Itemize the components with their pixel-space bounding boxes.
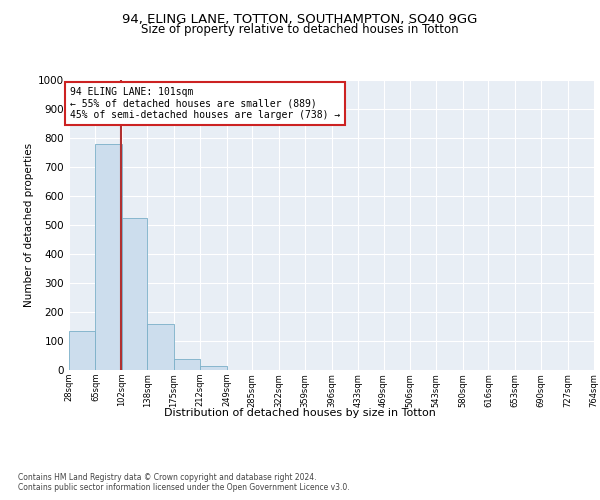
Text: 94, ELING LANE, TOTTON, SOUTHAMPTON, SO40 9GG: 94, ELING LANE, TOTTON, SOUTHAMPTON, SO4… [122, 12, 478, 26]
Bar [122, 218, 148, 370]
Bar [95, 144, 122, 370]
Bar [200, 366, 227, 370]
Text: Distribution of detached houses by size in Totton: Distribution of detached houses by size … [164, 408, 436, 418]
Bar [148, 324, 174, 370]
Bar [69, 332, 95, 370]
Text: Size of property relative to detached houses in Totton: Size of property relative to detached ho… [141, 24, 459, 36]
Bar [174, 359, 200, 370]
Text: Contains HM Land Registry data © Crown copyright and database right 2024.: Contains HM Land Registry data © Crown c… [18, 472, 317, 482]
Text: 94 ELING LANE: 101sqm
← 55% of detached houses are smaller (889)
45% of semi-det: 94 ELING LANE: 101sqm ← 55% of detached … [70, 87, 340, 120]
Y-axis label: Number of detached properties: Number of detached properties [24, 143, 34, 307]
Text: Contains public sector information licensed under the Open Government Licence v3: Contains public sector information licen… [18, 482, 350, 492]
